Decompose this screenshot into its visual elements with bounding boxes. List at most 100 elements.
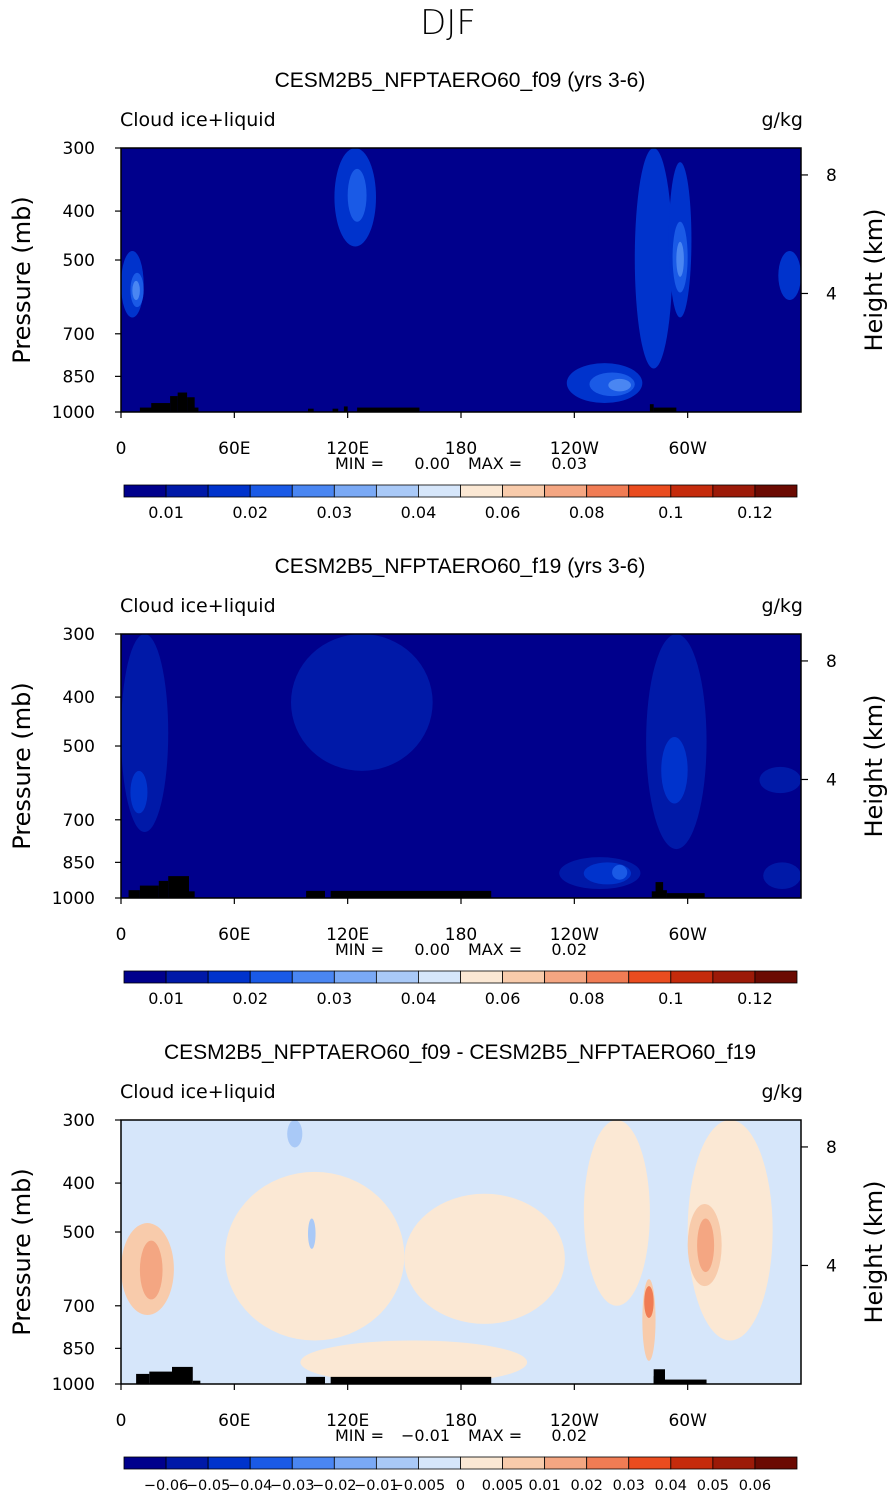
- y-tick-label: 850: [63, 853, 95, 873]
- contour-region: [224, 1171, 405, 1341]
- colorbar-cell: [291, 1456, 335, 1470]
- x-tick-label: 120W: [550, 925, 599, 945]
- contour-region: [759, 766, 801, 794]
- contour-region: [291, 634, 433, 771]
- colorbar-cell: [670, 484, 714, 498]
- terrain-mask: [655, 882, 664, 898]
- colorbar-cell: [165, 1456, 209, 1470]
- y-tick-label: 850: [63, 1339, 95, 1359]
- terrain-mask: [139, 885, 159, 898]
- y-axis-label: Pressure (mb): [8, 682, 36, 849]
- x-tick-label: 180: [445, 925, 477, 945]
- variable-label: Cloud ice+liquid: [120, 1081, 276, 1103]
- colorbar-cell: [460, 970, 503, 984]
- contour-region: [778, 251, 802, 300]
- y-axis-label: Pressure (mb): [8, 196, 36, 363]
- colorbar-label: 0.04: [401, 503, 437, 522]
- colorbar-label: 0.06: [739, 1478, 771, 1493]
- colorbar-cell: [754, 1456, 798, 1470]
- colorbar-cell: [207, 1456, 251, 1470]
- y-tick-label: 400: [63, 1174, 95, 1194]
- colorbar-label: 0.08: [569, 989, 605, 1008]
- colorbar-label: 0.1: [658, 503, 683, 522]
- terrain-mask: [665, 1379, 707, 1384]
- colorbar-label: 0.01: [148, 503, 184, 522]
- colorbar-cell: [628, 1456, 672, 1470]
- units-label: g/kg: [761, 109, 803, 131]
- max-label: MAX =: [468, 940, 522, 959]
- terrain-mask: [192, 407, 199, 412]
- min-value: 0.00: [414, 940, 450, 959]
- panel-title: CESM2B5_NFPTAERO60_f09 (yrs 3-6): [275, 69, 646, 92]
- x-tick-label: 120E: [326, 925, 369, 945]
- y-tick-label: 500: [63, 1223, 95, 1243]
- contour-region: [404, 1193, 565, 1324]
- colorbar-label: 0.02: [232, 503, 268, 522]
- colorbar-label: 0.03: [317, 989, 353, 1008]
- contour-region: [763, 862, 801, 890]
- colorbar-cell: [333, 1456, 377, 1470]
- colorbar-cell: [165, 484, 209, 498]
- colorbar-label: −0.06: [144, 1478, 188, 1493]
- x-tick-label: 0: [116, 439, 127, 459]
- contour-region: [347, 168, 367, 222]
- colorbar-cell: [544, 484, 588, 498]
- max-label: MAX =: [468, 454, 522, 473]
- colorbar-cell: [628, 970, 672, 984]
- variable-label: Cloud ice+liquid: [120, 109, 276, 131]
- colorbar-cell: [670, 1456, 714, 1470]
- colorbar-cell: [375, 970, 419, 984]
- colorbar-cell: [333, 484, 377, 498]
- y-right-tick-label: 8: [826, 166, 837, 186]
- colorbar-cell: [712, 970, 756, 984]
- y-tick-label: 1000: [52, 403, 95, 423]
- colorbar-cell: [375, 1456, 419, 1470]
- contour-region: [308, 1218, 316, 1249]
- terrain-mask: [151, 403, 171, 412]
- y-right-tick-label: 8: [826, 652, 837, 672]
- colorbar-label: 0.06: [485, 503, 521, 522]
- colorbar-cell: [712, 484, 756, 498]
- colorbar-cell: [670, 970, 714, 984]
- terrain-mask: [192, 1380, 201, 1384]
- x-tick-label: 0: [116, 1411, 127, 1431]
- colorbar-cell: [333, 970, 377, 984]
- colorbar-cell: [375, 484, 419, 498]
- x-tick-label: 60W: [668, 439, 707, 459]
- colorbar-cell: [544, 1456, 588, 1470]
- x-tick-label: 180: [445, 1411, 477, 1431]
- terrain-mask: [343, 406, 348, 412]
- y-right-tick-label: 8: [826, 1138, 837, 1158]
- terrain-mask: [308, 408, 314, 412]
- terrain-mask: [666, 893, 705, 898]
- contour-region: [644, 1286, 654, 1318]
- colorbar-cell: [544, 970, 588, 984]
- contour-region: [300, 1340, 528, 1384]
- x-tick-label: 180: [445, 439, 477, 459]
- colorbar-cell: [502, 1456, 546, 1470]
- y-tick-label: 300: [63, 625, 95, 645]
- terrain-mask: [177, 392, 188, 412]
- colorbar-cell: [418, 970, 461, 984]
- colorbar-label: 0.08: [569, 503, 605, 522]
- colorbar-label: 0.005: [482, 1478, 524, 1493]
- x-tick-label: 120E: [326, 1411, 369, 1431]
- terrain-mask: [659, 890, 667, 898]
- panel-2: CESM2B5_NFPTAERO60_f19 (yrs 3-6) Cloud ic…: [8, 555, 888, 1008]
- min-label: MIN =: [335, 940, 384, 959]
- contour-region: [287, 1120, 303, 1148]
- colorbar-label: 0.06: [485, 989, 521, 1008]
- x-tick-label: 60E: [218, 439, 250, 459]
- colorbar-label: −0.02: [312, 1478, 356, 1493]
- x-tick-label: 60E: [218, 925, 250, 945]
- colorbar-label: 0.12: [737, 989, 773, 1008]
- colorbar-label: 0.05: [697, 1478, 729, 1493]
- colorbar-cell: [586, 484, 630, 498]
- figure-title: DJF: [420, 3, 476, 43]
- colorbar-label: 0: [456, 1478, 465, 1493]
- y-tick-label: 1000: [52, 889, 95, 909]
- contour-region: [130, 770, 148, 814]
- x-tick-label: 60W: [668, 1411, 707, 1431]
- colorbar-label: −0.04: [228, 1478, 272, 1493]
